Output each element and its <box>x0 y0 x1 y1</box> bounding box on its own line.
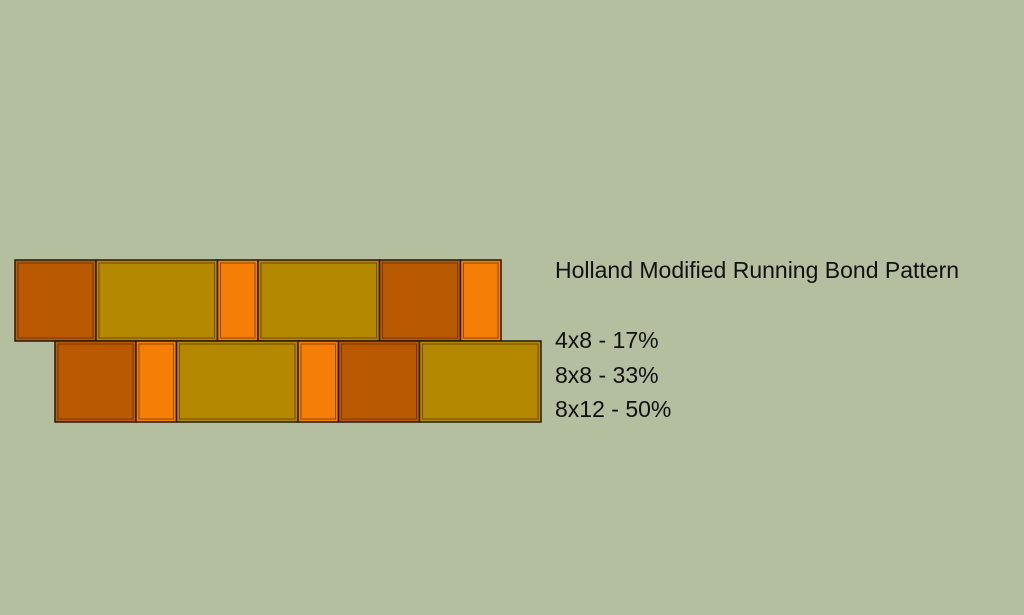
pattern-title: Holland Modified Running Bond Pattern <box>555 257 960 283</box>
brick-8x12 <box>175 340 299 423</box>
brick-8x12 <box>257 259 381 342</box>
brick-8x12 <box>95 259 219 342</box>
brick-8x8 <box>14 259 97 342</box>
mix-8x8-label: 8x8 - 33% <box>555 362 659 388</box>
mix-4x8-label: 4x8 - 17% <box>555 327 659 353</box>
brick-8x8 <box>54 340 137 423</box>
brick-4x8 <box>459 259 502 342</box>
brick-8x8 <box>378 259 462 342</box>
brick-8x12 <box>418 340 542 423</box>
brick-4x8 <box>135 340 178 423</box>
brick-8x8 <box>337 340 421 423</box>
brick-4x8 <box>297 340 340 423</box>
brick-4x8 <box>216 259 259 342</box>
mix-8x12-label: 8x12 - 50% <box>555 396 672 422</box>
